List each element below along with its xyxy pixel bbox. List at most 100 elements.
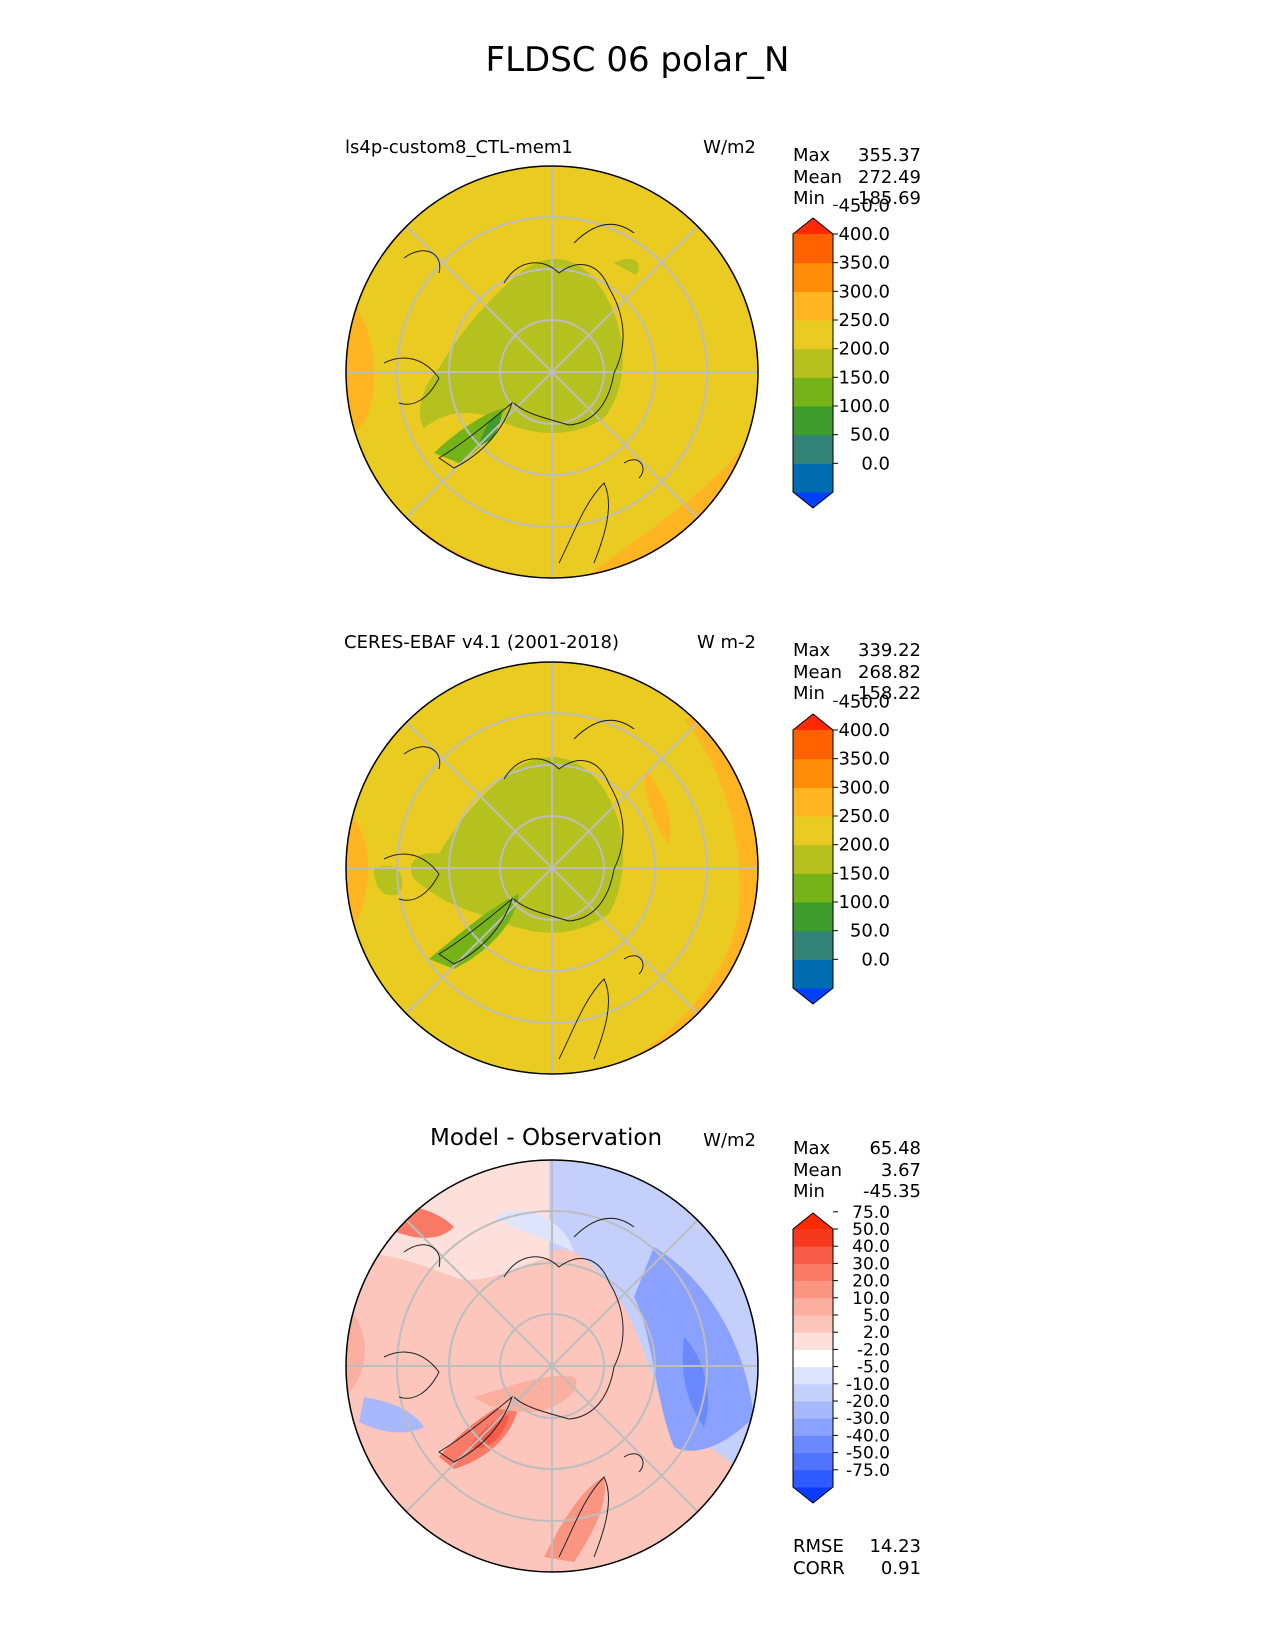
colorbar-segment: [793, 434, 833, 464]
colorbar-tick-label: 20.0: [852, 1272, 890, 1292]
colorbar-extend-min: [793, 492, 833, 508]
colorbar-segment: [793, 291, 833, 321]
stat-min-value: 158.22: [858, 683, 921, 704]
colorbar-extend-min: [793, 988, 833, 1004]
panel-observation-title: CERES-EBAF v4.1 (2001-2018): [344, 632, 620, 653]
colorbar-extend-max: [793, 714, 833, 730]
colorbar-outline: [792, 713, 834, 1005]
colorbar-segment: [793, 1401, 833, 1419]
colorbar-tick-label: 250.0: [838, 806, 890, 827]
stat-label: Max: [793, 640, 831, 661]
stat-min-value: -45.35: [862, 1181, 921, 1202]
colorbar-segment: [793, 348, 833, 378]
colorbar-tick-label: 2.0: [863, 1323, 890, 1343]
colorbar-model: 0.0 50.0 100.0 150.0 200.0 250.0 300.0 350.0 400…: [792, 195, 890, 509]
colorbar-tick-label: 250.0: [838, 310, 890, 331]
colorbar-segment: [793, 730, 833, 760]
colorbar-ticks: -75.0-50.0-40.0-30.0-20.0-10.0-5.0-2.02.…: [833, 1203, 890, 1481]
panel-difference-units: W/m2: [703, 1130, 756, 1151]
colorbar-segment: [793, 787, 833, 817]
colorbar-segment: [793, 1435, 833, 1454]
colorbar-swatches: [792, 217, 834, 509]
metric-corr-value: 0.91: [880, 1557, 921, 1579]
colorbar-segment: [793, 930, 833, 960]
colorbar-tick-label: 450.0: [838, 691, 890, 712]
colorbar-tick-label: 50.0: [850, 921, 890, 942]
metric-label: CORR: [793, 1557, 845, 1579]
colorbar-tick-label: 300.0: [838, 777, 890, 798]
metric-rmse-value: 14.23: [869, 1536, 921, 1557]
colorbar-segment: [793, 406, 833, 436]
colorbar-segment: [793, 902, 833, 932]
colorbar-segment: [793, 234, 833, 264]
polar-map-observation: [345, 661, 759, 1075]
colorbar-tick-label: 50.0: [852, 1220, 890, 1240]
colorbar-tick-label: 400.0: [838, 224, 890, 245]
colorbar-tick-label: 0.0: [861, 949, 890, 970]
colorbar-tick-label: 200.0: [838, 339, 890, 360]
colorbar-segment: [793, 1332, 833, 1350]
colorbar-tick-label: 400.0: [838, 720, 890, 741]
colorbar-tick-label: -10.0: [846, 1375, 890, 1395]
colorbar-segment: [793, 320, 833, 350]
colorbar-segment: [793, 959, 833, 989]
colorbar-tick-label: -50.0: [846, 1444, 890, 1464]
colorbar-outline: [792, 1212, 834, 1504]
colorbar-tick-label: 150.0: [838, 863, 890, 884]
stat-label: Mean: [793, 1159, 843, 1181]
stat-max-value: 355.37: [858, 145, 921, 166]
colorbar-segment: [793, 1349, 833, 1368]
colorbar-tick-label: 30.0: [852, 1254, 890, 1274]
colorbar-tick-label: 5.0: [863, 1306, 890, 1326]
colorbar-segment: [793, 1469, 833, 1488]
colorbar-segment: [793, 1246, 833, 1264]
colorbar-segment: [793, 1452, 833, 1471]
colorbar-tick-label: 100.0: [838, 892, 890, 913]
colorbar-segment: [793, 463, 833, 493]
colorbar-tick-label: 350.0: [838, 253, 890, 274]
polar-map-model: [345, 165, 759, 579]
colorbar-tick-label: 300.0: [838, 281, 890, 302]
colorbar-segment: [793, 1315, 833, 1333]
colorbar-tick-label: -30.0: [846, 1409, 890, 1429]
stat-max-value: 65.48: [869, 1138, 921, 1159]
colorbar-segment: [793, 844, 833, 874]
colorbar-segment: [793, 1383, 833, 1402]
colorbar-extend-max: [793, 1213, 833, 1229]
stat-label: Mean: [793, 166, 843, 188]
colorbar-swatches: [792, 713, 834, 1005]
colorbar-segment: [793, 816, 833, 846]
colorbar-observation: 0.0 50.0 100.0 150.0 200.0 250.0 300.0 350.0 400…: [792, 691, 890, 1005]
stat-min-value: 185.69: [858, 188, 921, 209]
stat-max-value: 339.22: [858, 640, 921, 661]
colorbar-tick-label: -2.0: [857, 1340, 890, 1360]
colorbar-tick-label: 50.0: [850, 425, 890, 446]
panel-observation-stats: Max 339.22 Mean 268.82 Min 158.22: [793, 640, 921, 705]
colorbar-ticks: 0.0 50.0 100.0 150.0 200.0 250.0 300.0 350.0 400…: [833, 691, 890, 970]
colorbar-tick-label: 450.0: [838, 195, 890, 216]
stat-label: Min: [793, 1181, 825, 1202]
colorbar-tick-label: 150.0: [838, 367, 890, 388]
colorbar-extend-min: [793, 1487, 833, 1503]
colorbar-tick-label: -5.0: [857, 1358, 890, 1378]
colorbar-tick-label: 40.0: [852, 1237, 890, 1257]
colorbar-segment: [793, 1263, 833, 1282]
colorbar-segment: [793, 1297, 833, 1316]
colorbar-tick-label: 10.0: [852, 1289, 890, 1309]
colorbar-segment: [793, 1366, 833, 1385]
colorbar-tick-label: 200.0: [838, 835, 890, 856]
colorbar-tick-label: 100.0: [838, 396, 890, 417]
colorbar-segment: [793, 1229, 833, 1247]
panel-difference-title: Model - Observation: [430, 1125, 663, 1151]
panel-difference-stats: Max 65.48 Mean 3.67 Min -45.35: [793, 1138, 921, 1203]
panel-model-title: ls4p-custom8_CTL-mem1: [345, 137, 573, 158]
stat-mean-value: 3.67: [880, 1159, 921, 1181]
colorbar-segment: [793, 262, 833, 292]
colorbar-tick-label: 350.0: [838, 749, 890, 770]
stat-label: Max: [793, 145, 831, 166]
colorbar-segment: [793, 1418, 833, 1436]
colorbar-tick-label: 0.0: [861, 453, 890, 474]
polar-map-difference: [345, 1159, 759, 1573]
colorbar-extend-max: [793, 218, 833, 234]
colorbar-difference: -75.0-50.0-40.0-30.0-20.0-10.0-5.0-2.02.…: [792, 1203, 890, 1504]
